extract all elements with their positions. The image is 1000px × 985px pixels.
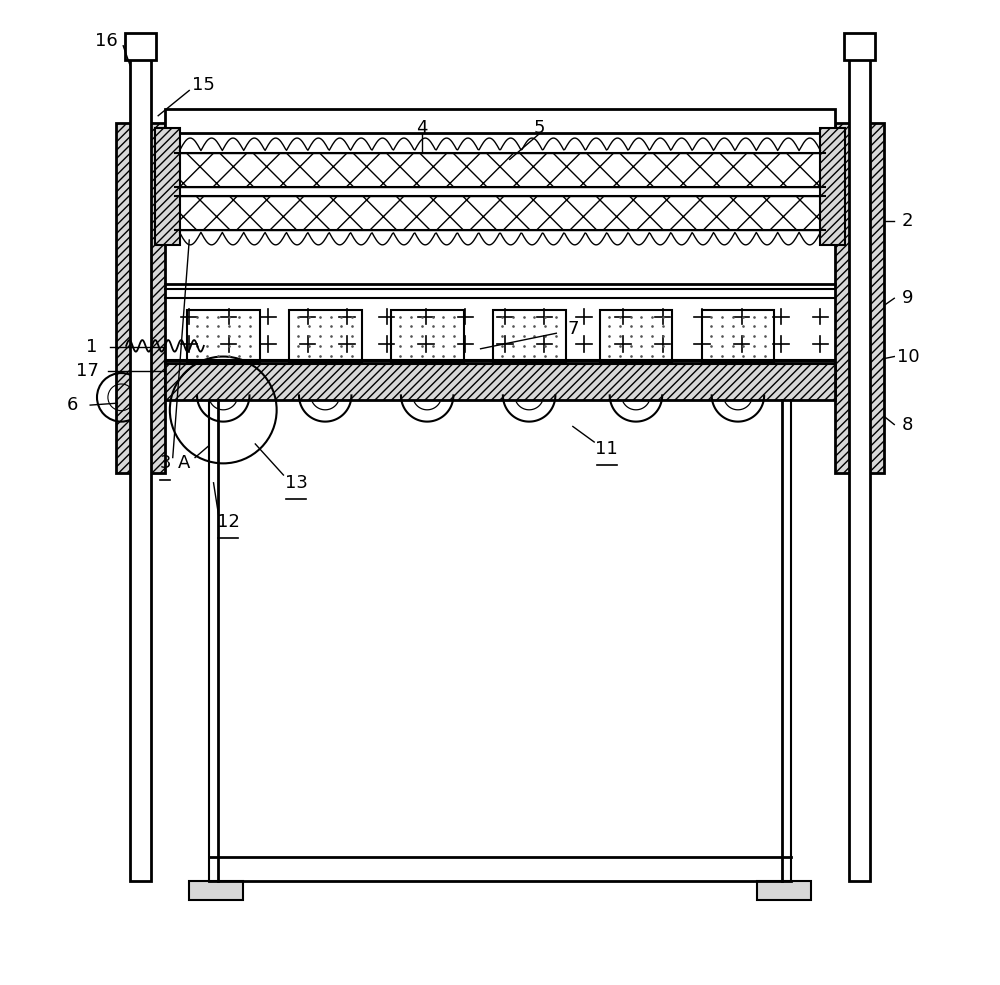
Text: 15: 15 [192, 76, 215, 94]
Text: 11: 11 [595, 439, 618, 458]
Bar [175, 196, 825, 230]
Bar [849, 55, 870, 881]
Bar [125, 33, 156, 60]
Bar [116, 123, 165, 473]
Bar [289, 310, 362, 363]
Bar [600, 310, 672, 363]
Text: 2: 2 [902, 212, 914, 230]
Text: 4: 4 [417, 119, 428, 137]
Text: 3: 3 [159, 454, 171, 473]
Bar [757, 881, 811, 900]
Text: A: A [178, 454, 191, 473]
Text: 6: 6 [67, 396, 78, 414]
Bar [493, 310, 566, 363]
Bar [175, 153, 825, 186]
Text: 9: 9 [902, 290, 914, 307]
Bar [820, 128, 845, 245]
Text: 1: 1 [86, 338, 98, 356]
Bar [155, 128, 180, 245]
Bar [702, 310, 774, 363]
Bar [165, 363, 835, 400]
Text: 16: 16 [95, 32, 118, 50]
Text: 8: 8 [902, 416, 914, 433]
Bar [165, 109, 835, 133]
Bar [835, 123, 884, 473]
Bar [130, 55, 151, 881]
Bar [844, 33, 875, 60]
Bar [189, 881, 243, 900]
Text: 13: 13 [285, 474, 308, 492]
Text: 5: 5 [533, 119, 545, 137]
Bar [391, 310, 464, 363]
Text: 17: 17 [76, 362, 99, 380]
Bar [187, 310, 260, 363]
Text: 10: 10 [897, 348, 919, 365]
Text: 12: 12 [217, 512, 240, 531]
Text: 7: 7 [567, 320, 579, 339]
